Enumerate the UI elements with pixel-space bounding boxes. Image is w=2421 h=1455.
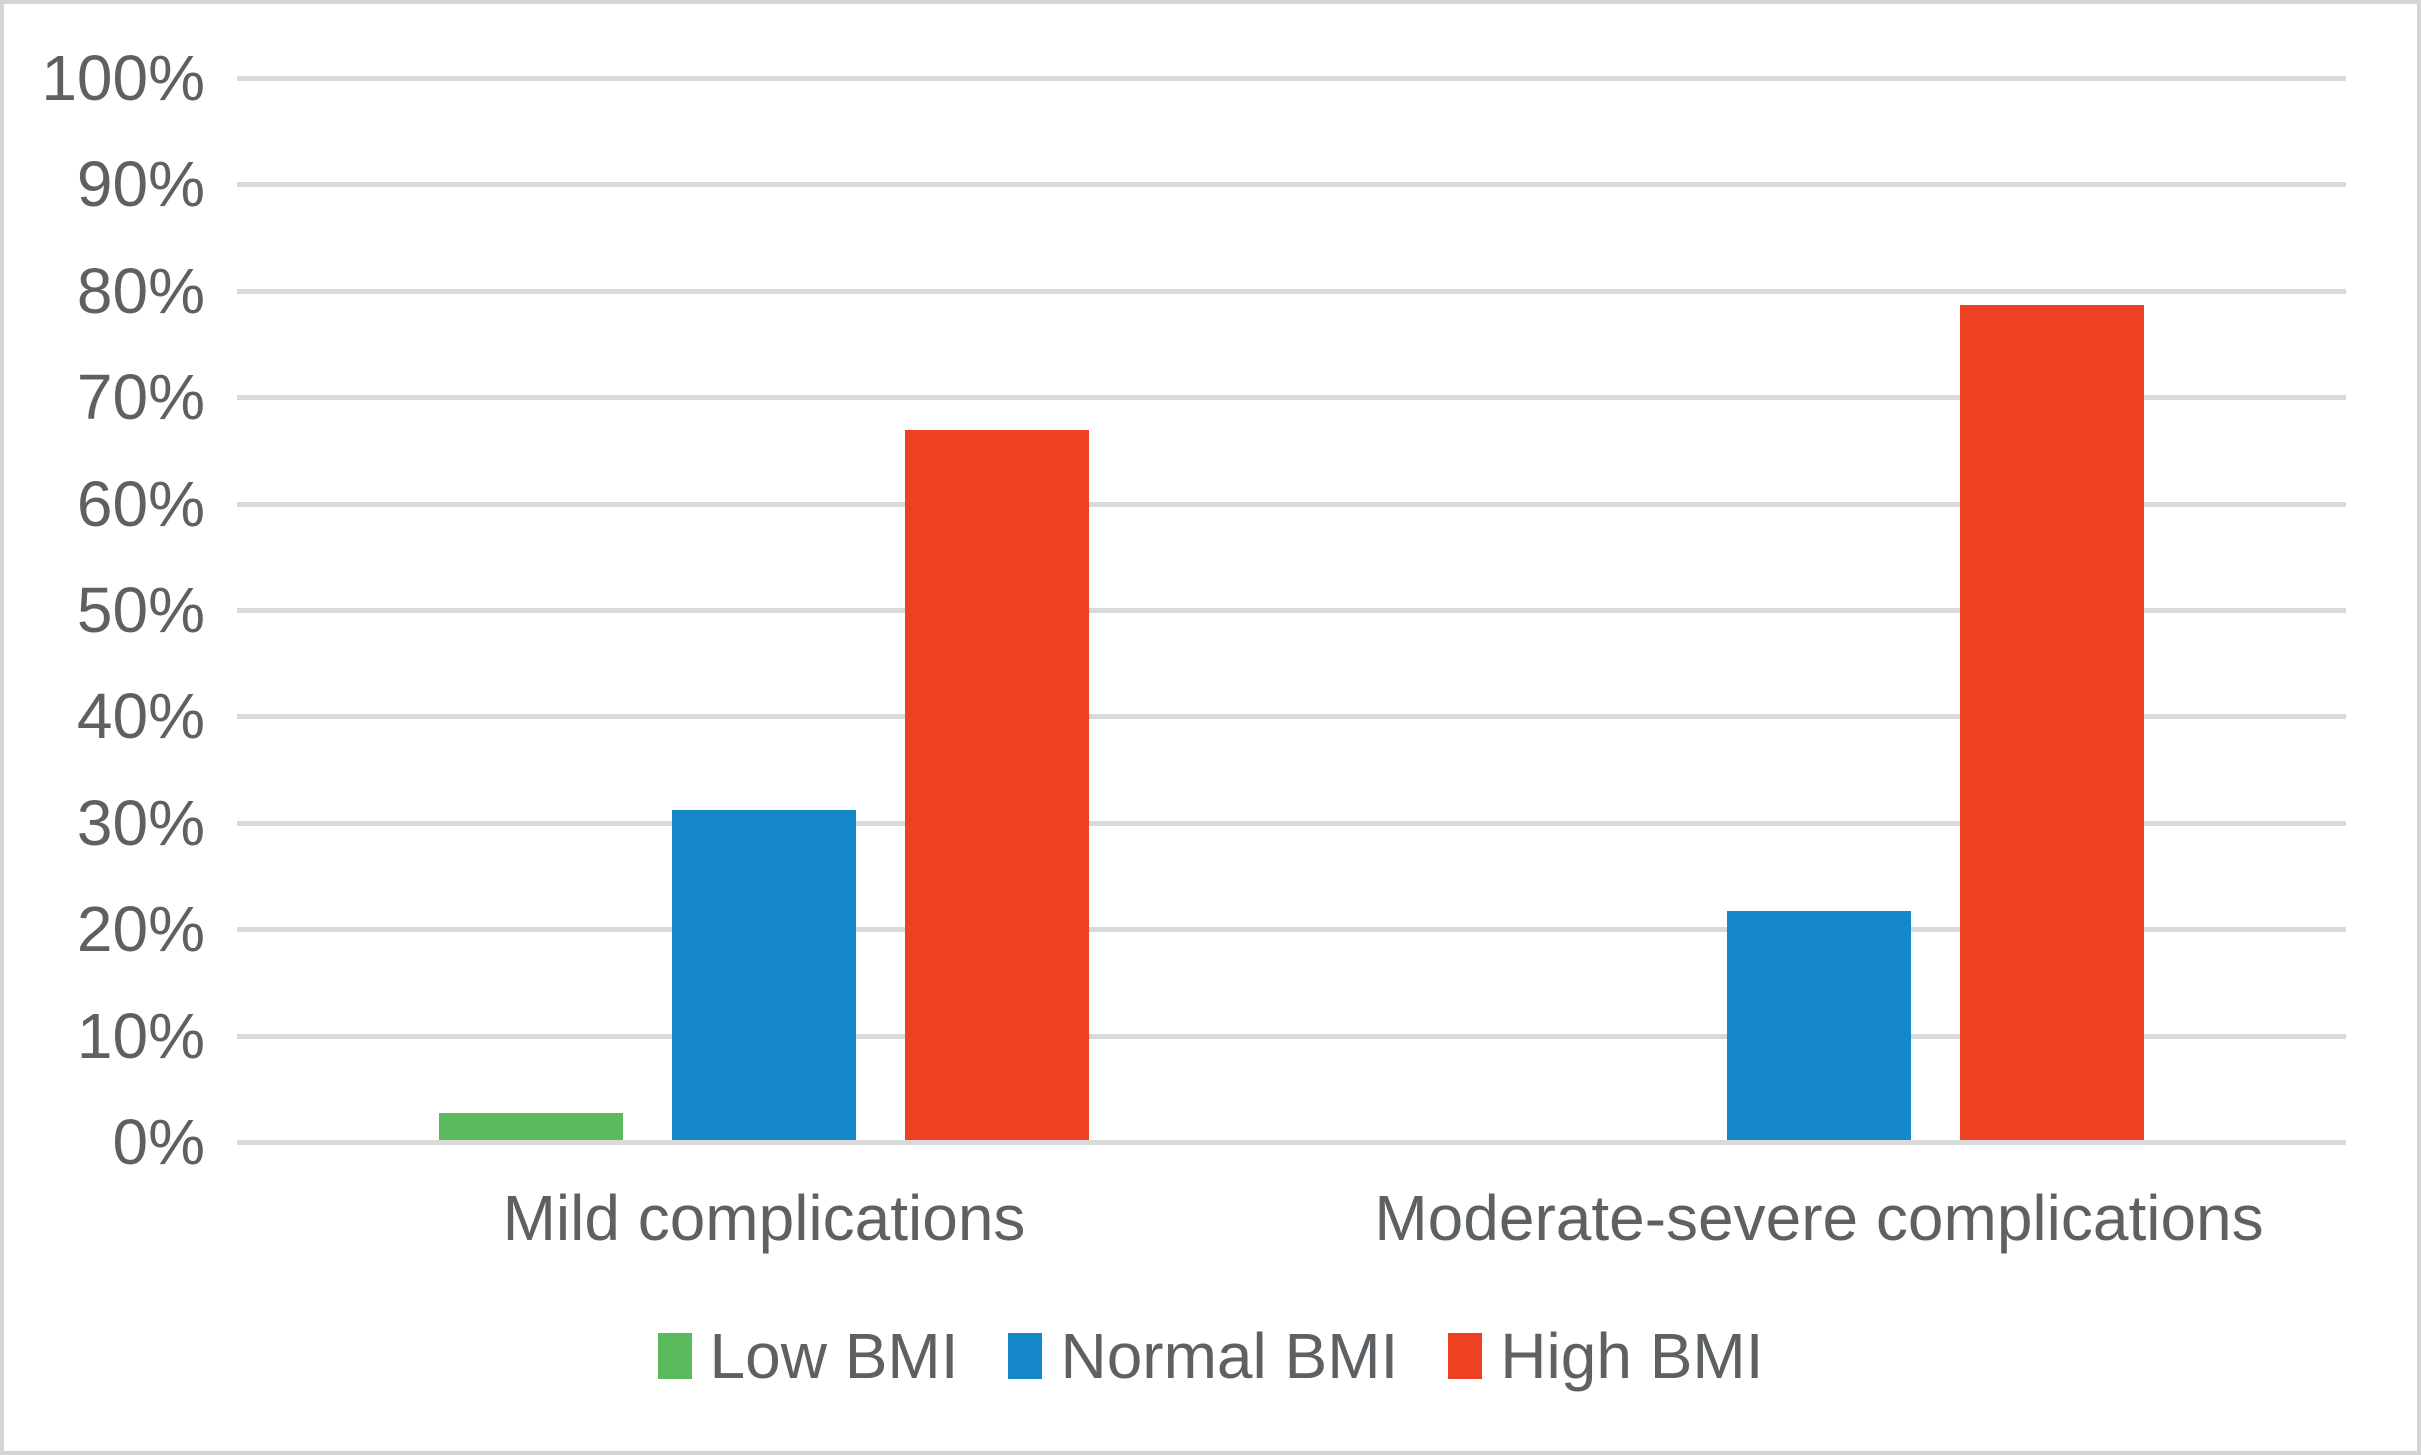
y-tick-label-30%: 30% — [76, 787, 205, 859]
legend-item-normal-bmi: Normal BMI — [1008, 1324, 1398, 1388]
legend-label-normal-bmi: Normal BMI — [1060, 1320, 1399, 1392]
y-tick-label-100%: 100% — [41, 42, 205, 114]
gridline-0% — [237, 1140, 2346, 1145]
legend-label-high-bmi: High BMI — [1500, 1320, 1764, 1392]
legend-label-low-bmi: Low BMI — [709, 1320, 959, 1392]
gridline-10% — [237, 1034, 2346, 1039]
bar-high-bmi-moderate-severe-complications — [1960, 305, 2144, 1140]
y-tick-label-20%: 20% — [76, 893, 205, 965]
bar-low-bmi-mild-complications — [439, 1113, 623, 1140]
bar-high-bmi-mild-complications — [905, 430, 1089, 1140]
category-label-moderate-severe-complications: Moderate-severe complications — [1374, 1182, 2264, 1254]
bar-normal-bmi-moderate-severe-complications — [1727, 911, 1911, 1140]
gridline-30% — [237, 821, 2346, 826]
y-tick-label-70%: 70% — [76, 361, 205, 433]
legend-item-low-bmi: Low BMI — [657, 1320, 959, 1392]
gridline-20% — [237, 927, 2346, 932]
legend-swatch-normal-bmi — [1008, 1333, 1043, 1379]
bar-normal-bmi-mild-complications — [672, 810, 856, 1140]
y-tick-label-40%: 40% — [76, 680, 205, 752]
y-tick-label-0%: 0% — [112, 1106, 206, 1178]
gridline-40% — [237, 714, 2346, 719]
gridline-60% — [237, 502, 2346, 507]
gridline-100% — [237, 76, 2346, 81]
legend-item-high-bmi: High BMI — [1448, 1324, 1763, 1388]
y-tick-label-50%: 50% — [76, 574, 205, 646]
gridline-80% — [237, 289, 2346, 294]
y-tick-label-60%: 60% — [76, 468, 205, 540]
y-tick-label-80%: 80% — [76, 255, 205, 327]
legend-swatch-high-bmi — [1448, 1333, 1483, 1379]
category-label-mild-complications: Mild complications — [502, 1182, 1026, 1254]
legend: Low BMI Normal BMI High BMI — [0, 1320, 2421, 1392]
legend-swatch-low-bmi — [657, 1333, 692, 1379]
gridline-70% — [237, 395, 2346, 400]
gridline-50% — [237, 608, 2346, 613]
y-tick-label-90%: 90% — [76, 148, 205, 220]
gridline-90% — [237, 182, 2346, 187]
y-tick-label-10%: 10% — [76, 1000, 205, 1072]
